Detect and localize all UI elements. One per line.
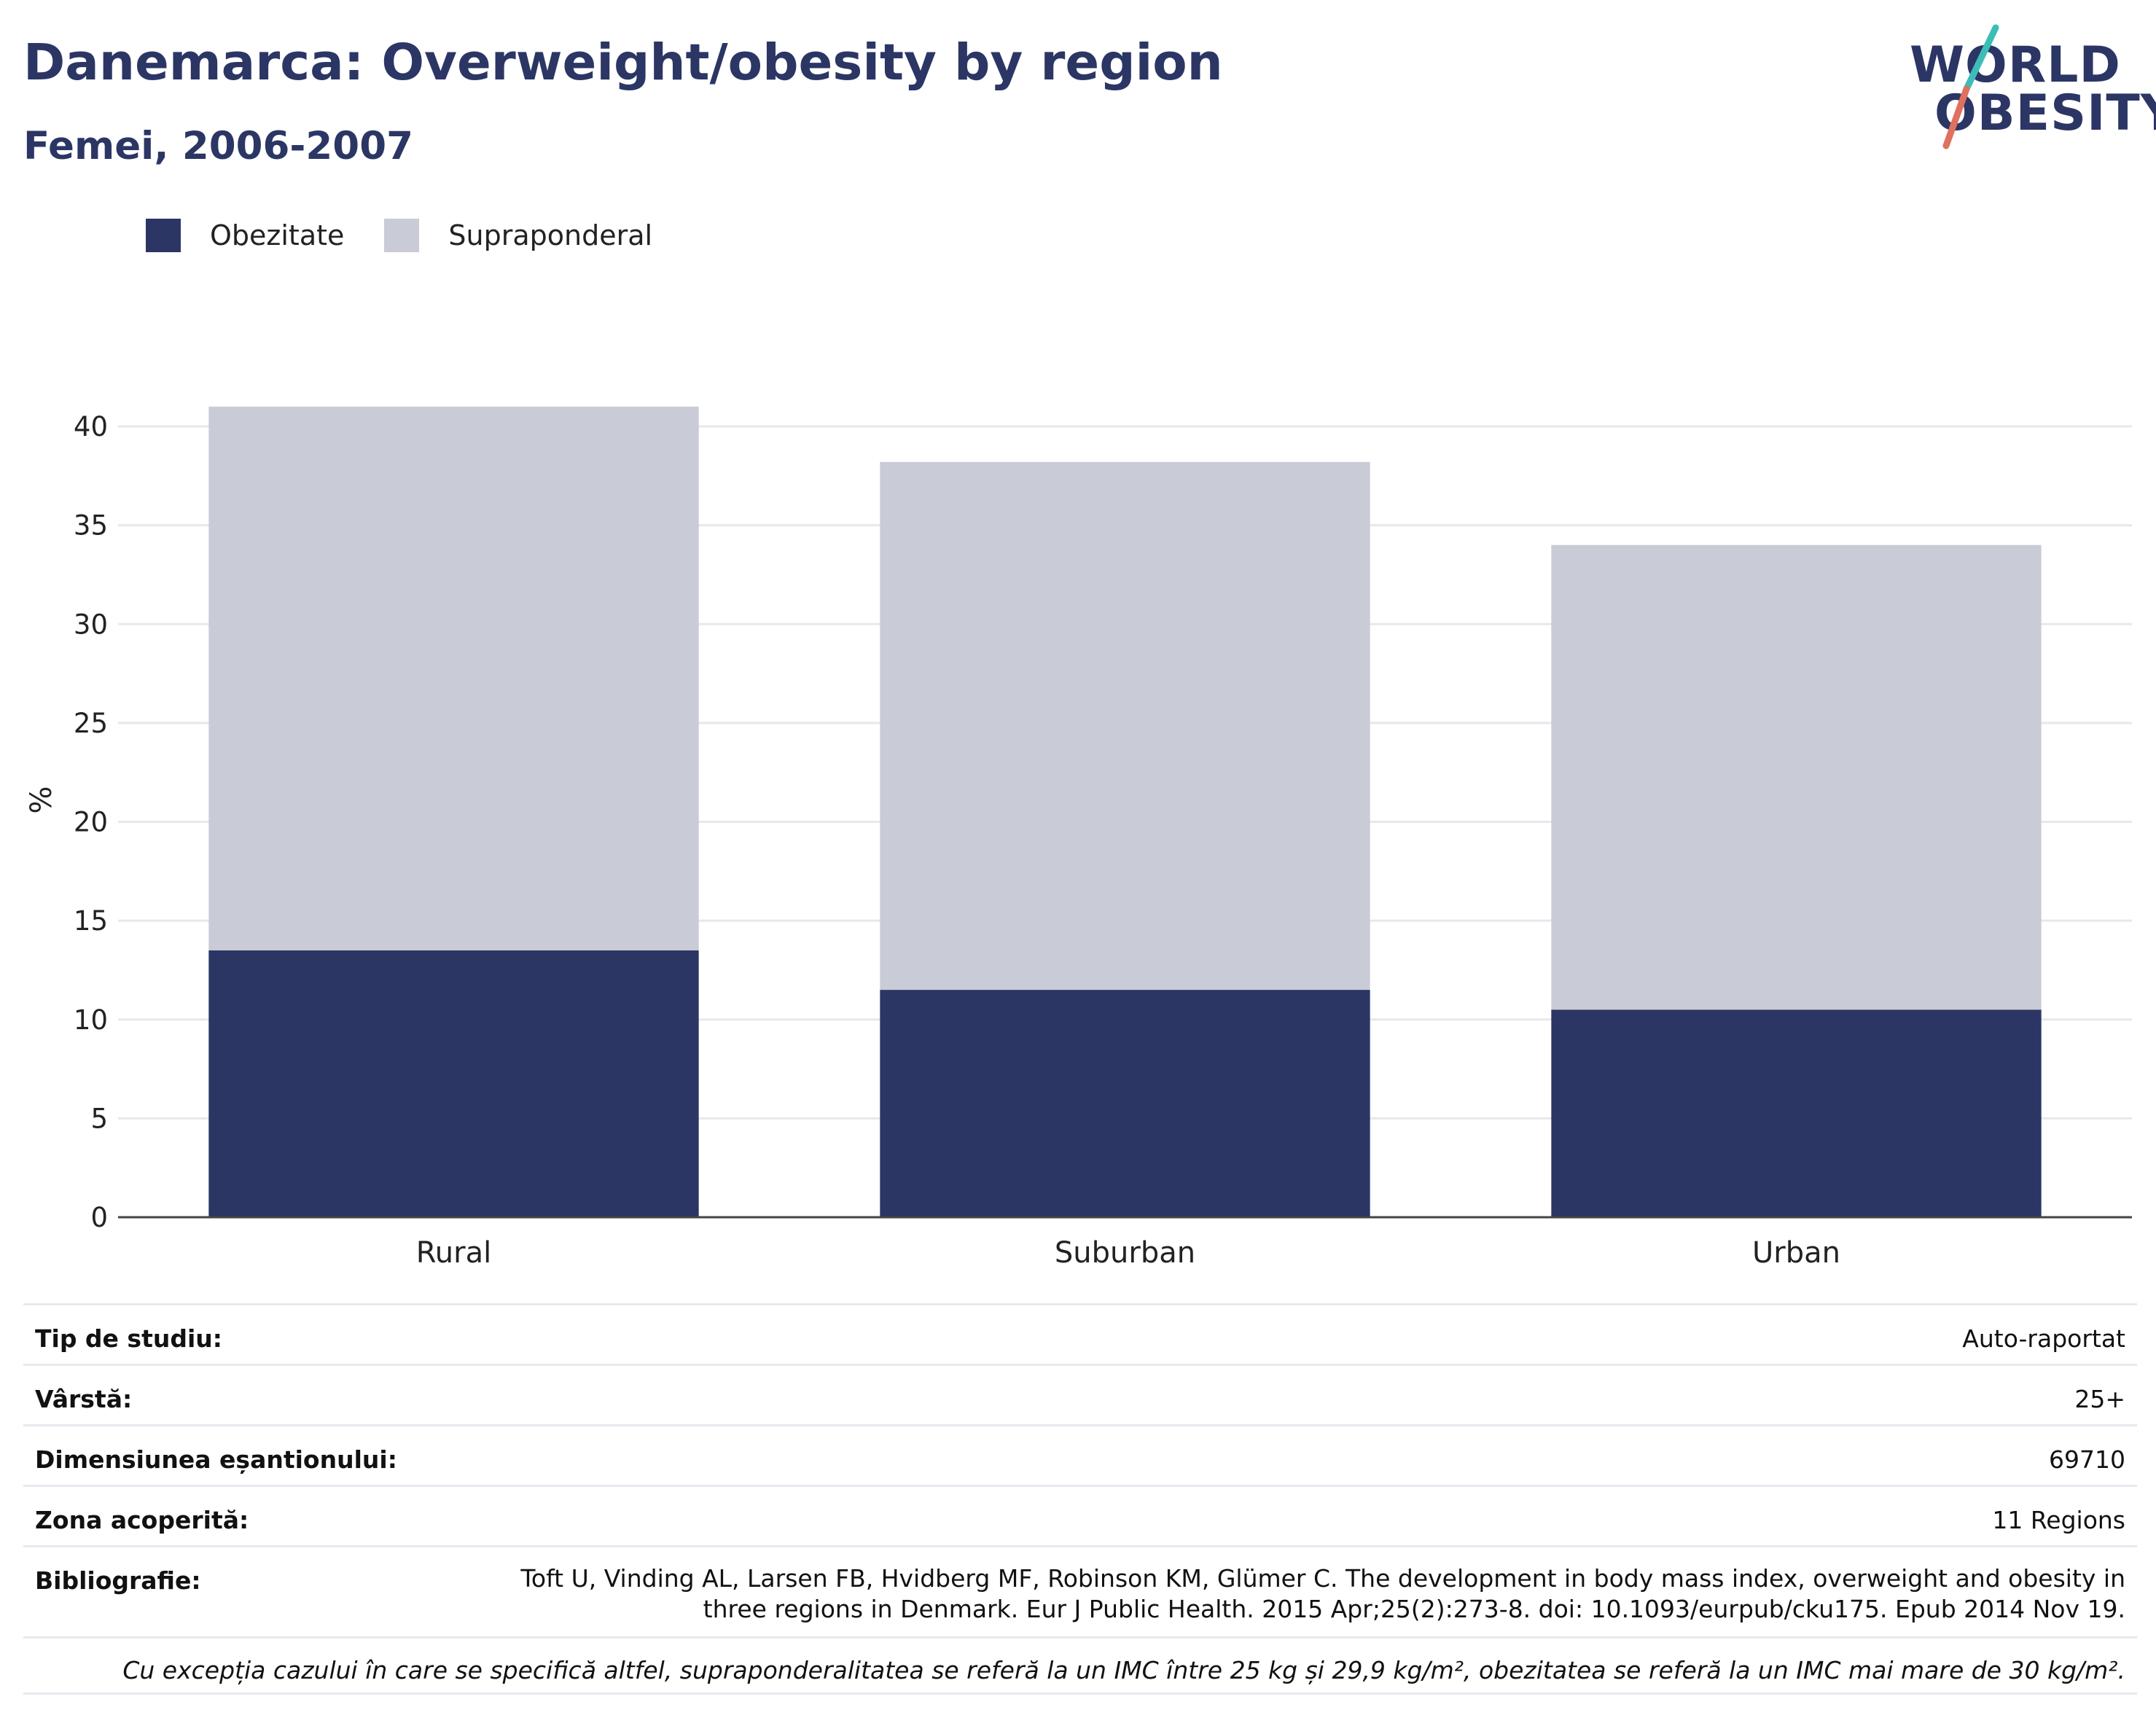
definition-note: Cu excepția cazului în care se specifică…: [23, 1636, 2137, 1695]
bibliography-line-2: three regions in Denmark. Eur J Public H…: [703, 1595, 2125, 1623]
age-value: 25+: [2074, 1385, 2125, 1413]
legend-label-obesity: Obezitate: [210, 219, 345, 251]
y-axis-label: %: [25, 786, 58, 813]
bar-suburban-obesity: [880, 990, 1370, 1217]
x-tick-label-rural: Rural: [416, 1236, 491, 1270]
bar-rural-obesity: [208, 950, 699, 1217]
legend-swatch-overweight: [384, 219, 420, 252]
bar-chart: 0 5 10 15 20 25 30 35 40% Rural Suburban Urban: [25, 406, 2132, 1270]
study-type-label: Tip de studiu:: [35, 1324, 222, 1353]
age-label: Vârstă:: [35, 1385, 133, 1413]
y-tick-label-35: 35: [74, 510, 108, 542]
x-tick-label-urban: Urban: [1752, 1236, 1840, 1270]
legend-label-overweight: Supraponderal: [448, 219, 653, 251]
bar-suburban-overweight: [880, 461, 1370, 991]
legend-item-obesity: Obezitate: [146, 219, 344, 252]
y-tick-label-20: 20: [74, 807, 108, 838]
logo-line-1: WORLD: [1910, 36, 2121, 94]
bibliography-label: Bibliografie:: [35, 1566, 201, 1595]
chart-legend: Obezitate Supraponderal: [146, 217, 692, 254]
y-tick-label-30: 30: [74, 609, 108, 640]
bar-rural-overweight: [208, 406, 699, 950]
study-info-table: Tip de studiu: Auto-raportat Vârstă: 25+…: [23, 1303, 2137, 1695]
area-label: Zona acoperită:: [35, 1506, 249, 1534]
bar-urban-overweight: [1551, 544, 2042, 1010]
y-tick-label-25: 25: [74, 708, 108, 739]
bibliography-value: Toft U, Vinding AL, Larsen FB, Hvidberg …: [520, 1547, 2125, 1625]
y-tick-label-10: 10: [74, 1004, 108, 1036]
info-row-bibliography: Bibliografie: Toft U, Vinding AL, Larsen…: [23, 1545, 2137, 1636]
logo-line-2: OBESITY: [1934, 85, 2156, 142]
info-row-area: Zona acoperită: 11 Regions: [23, 1485, 2137, 1545]
y-tick-label-5: 5: [90, 1103, 108, 1134]
sample-size-label: Dimensiunea eșantionului:: [35, 1445, 397, 1474]
info-row-study-type: Tip de studiu: Auto-raportat: [23, 1303, 2137, 1364]
bar-urban-obesity: [1551, 1009, 2042, 1217]
info-row-sample-size: Dimensiunea eșantionului: 69710: [23, 1424, 2137, 1485]
info-row-age: Vârstă: 25+: [23, 1364, 2137, 1424]
legend-swatch-obesity: [146, 219, 181, 252]
legend-item-overweight: Supraponderal: [384, 219, 652, 252]
x-tick-label-suburban: Suburban: [1055, 1236, 1195, 1270]
sample-size-value: 69710: [2049, 1445, 2125, 1474]
bibliography-line-1: Toft U, Vinding AL, Larsen FB, Hvidberg …: [520, 1564, 2125, 1593]
page-subtitle: Femei, 2006-2007: [23, 124, 413, 168]
y-tick-label-0: 0: [90, 1202, 108, 1233]
logo-slash-icon: [1942, 24, 1999, 149]
study-type-value: Auto-raportat: [1962, 1324, 2125, 1353]
world-obesity-logo: WORLD OBESITY: [1895, 22, 2156, 160]
page-title: Danemarca: Overweight/obesity by region: [23, 34, 1223, 92]
area-value: 11 Regions: [1992, 1506, 2125, 1534]
y-tick-label-15: 15: [74, 905, 108, 937]
y-tick-label-40: 40: [74, 411, 108, 442]
